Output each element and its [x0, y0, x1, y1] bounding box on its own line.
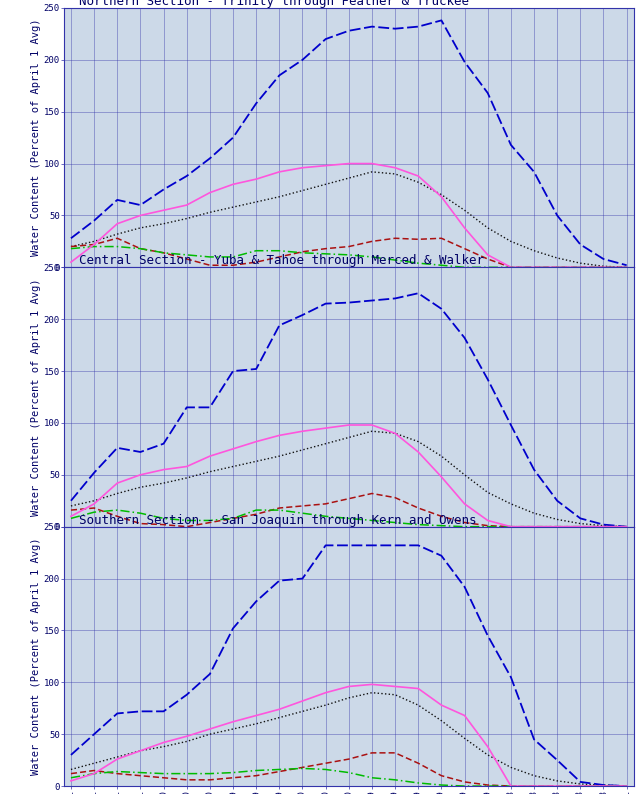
Y-axis label: Water Content (Percent of April 1 Avg): Water Content (Percent of April 1 Avg): [31, 278, 41, 516]
Text: Southern Section - San Joaquin through Kern and Owens: Southern Section - San Joaquin through K…: [64, 514, 477, 526]
Text: Northern Section - Trinity through Feather & Truckee: Northern Section - Trinity through Feath…: [64, 0, 469, 8]
Text: Central Section - Yuba & Tahoe through Merced & Walker: Central Section - Yuba & Tahoe through M…: [64, 254, 484, 268]
Y-axis label: Water Content (Percent of April 1 Avg): Water Content (Percent of April 1 Avg): [31, 19, 41, 256]
Legend: Dry 76-77, Wet 82-83, Prev 14-15, Curr 15-16, Average: Dry 76-77, Wet 82-83, Prev 14-15, Curr 1…: [151, 397, 547, 413]
Legend: Dry 76-77, Wet 82-83, Prev 14-15, Curr 15-16, Average: Dry 76-77, Wet 82-83, Prev 14-15, Curr 1…: [151, 657, 547, 673]
Y-axis label: Water Content (Percent of April 1 Avg): Water Content (Percent of April 1 Avg): [31, 538, 41, 775]
